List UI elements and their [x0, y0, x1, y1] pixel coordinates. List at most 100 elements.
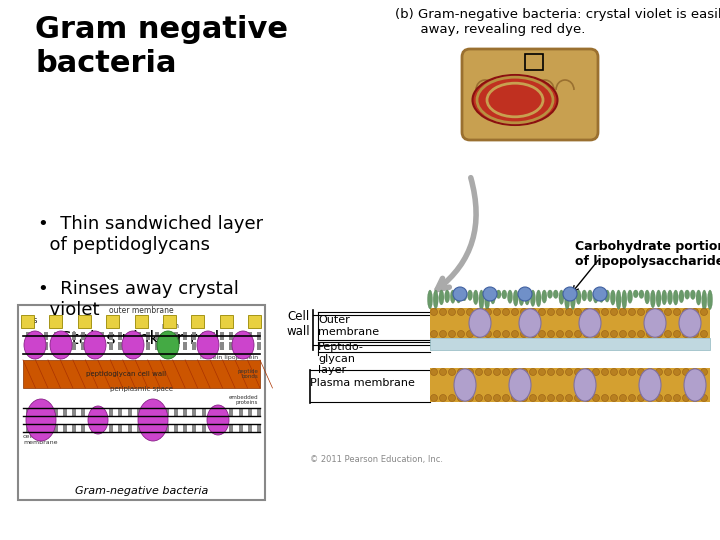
Bar: [54, 332, 58, 340]
Circle shape: [619, 368, 626, 375]
Circle shape: [683, 368, 690, 375]
Bar: [81, 408, 86, 416]
Circle shape: [457, 368, 464, 375]
Ellipse shape: [684, 369, 706, 401]
Bar: [257, 424, 261, 432]
Circle shape: [637, 368, 644, 375]
Ellipse shape: [157, 331, 179, 359]
Bar: [229, 332, 233, 340]
Text: Carbohydrate portion
of lipopolysaccharide: Carbohydrate portion of lipopolysacchari…: [575, 240, 720, 268]
Circle shape: [529, 395, 536, 402]
Circle shape: [547, 395, 554, 402]
Bar: [81, 332, 86, 340]
Bar: [91, 408, 95, 416]
Circle shape: [547, 308, 554, 315]
Circle shape: [647, 308, 654, 315]
Bar: [21, 315, 34, 328]
Circle shape: [619, 308, 626, 315]
Circle shape: [655, 368, 662, 375]
Bar: [72, 342, 76, 350]
Circle shape: [485, 330, 492, 338]
Bar: [257, 408, 261, 416]
Circle shape: [475, 395, 482, 402]
Ellipse shape: [473, 290, 478, 305]
Ellipse shape: [536, 290, 541, 307]
Bar: [26, 332, 30, 340]
FancyBboxPatch shape: [462, 49, 598, 140]
Ellipse shape: [232, 331, 254, 359]
Bar: [35, 342, 40, 350]
Ellipse shape: [639, 369, 661, 401]
Circle shape: [593, 330, 600, 338]
Bar: [220, 332, 224, 340]
Circle shape: [701, 330, 708, 338]
Ellipse shape: [574, 369, 596, 401]
Ellipse shape: [702, 290, 707, 310]
Circle shape: [691, 308, 698, 315]
Bar: [54, 408, 58, 416]
Ellipse shape: [122, 331, 144, 359]
Bar: [91, 424, 95, 432]
Circle shape: [557, 395, 564, 402]
Bar: [100, 342, 104, 350]
Text: murein lipoprotein: murein lipoprotein: [200, 355, 258, 360]
Circle shape: [457, 308, 464, 315]
Ellipse shape: [605, 290, 610, 302]
Circle shape: [665, 395, 672, 402]
Circle shape: [637, 330, 644, 338]
Circle shape: [539, 368, 546, 375]
Bar: [220, 408, 224, 416]
Circle shape: [701, 308, 708, 315]
Circle shape: [467, 308, 474, 315]
Circle shape: [493, 308, 500, 315]
Circle shape: [485, 368, 492, 375]
Circle shape: [637, 395, 644, 402]
Circle shape: [557, 308, 564, 315]
Ellipse shape: [611, 290, 616, 305]
Circle shape: [503, 308, 510, 315]
Bar: [525, 54, 543, 70]
Ellipse shape: [547, 290, 552, 298]
Circle shape: [475, 330, 482, 338]
Ellipse shape: [622, 290, 627, 309]
Bar: [192, 315, 204, 328]
Bar: [211, 424, 215, 432]
Ellipse shape: [454, 369, 476, 401]
Circle shape: [601, 395, 608, 402]
Bar: [72, 424, 76, 432]
Circle shape: [511, 330, 518, 338]
Circle shape: [611, 330, 618, 338]
Ellipse shape: [485, 290, 490, 310]
Circle shape: [529, 368, 536, 375]
Bar: [165, 424, 168, 432]
Circle shape: [629, 368, 636, 375]
Bar: [238, 332, 243, 340]
Bar: [127, 408, 132, 416]
Bar: [211, 342, 215, 350]
Text: Outer
membrane: Outer membrane: [318, 315, 379, 336]
Bar: [109, 424, 113, 432]
Ellipse shape: [696, 290, 701, 305]
Bar: [248, 424, 252, 432]
Text: •  Stains pink or red: • Stains pink or red: [38, 330, 220, 348]
Text: peptidoglycan cell wall: peptidoglycan cell wall: [86, 371, 166, 377]
Bar: [430, 308, 710, 338]
Text: periplasmic space: periplasmic space: [110, 386, 173, 392]
Bar: [50, 315, 63, 328]
Bar: [118, 424, 122, 432]
Circle shape: [453, 287, 467, 301]
Bar: [26, 424, 30, 432]
Ellipse shape: [685, 290, 690, 299]
Bar: [135, 315, 148, 328]
Bar: [54, 424, 58, 432]
Bar: [118, 342, 122, 350]
Circle shape: [673, 330, 680, 338]
Ellipse shape: [472, 75, 557, 125]
Circle shape: [647, 330, 654, 338]
Ellipse shape: [469, 309, 491, 338]
Circle shape: [691, 330, 698, 338]
Circle shape: [557, 330, 564, 338]
Bar: [72, 408, 76, 416]
Text: •  Rinses away crystal
  violet: • Rinses away crystal violet: [38, 280, 239, 319]
Circle shape: [457, 330, 464, 338]
